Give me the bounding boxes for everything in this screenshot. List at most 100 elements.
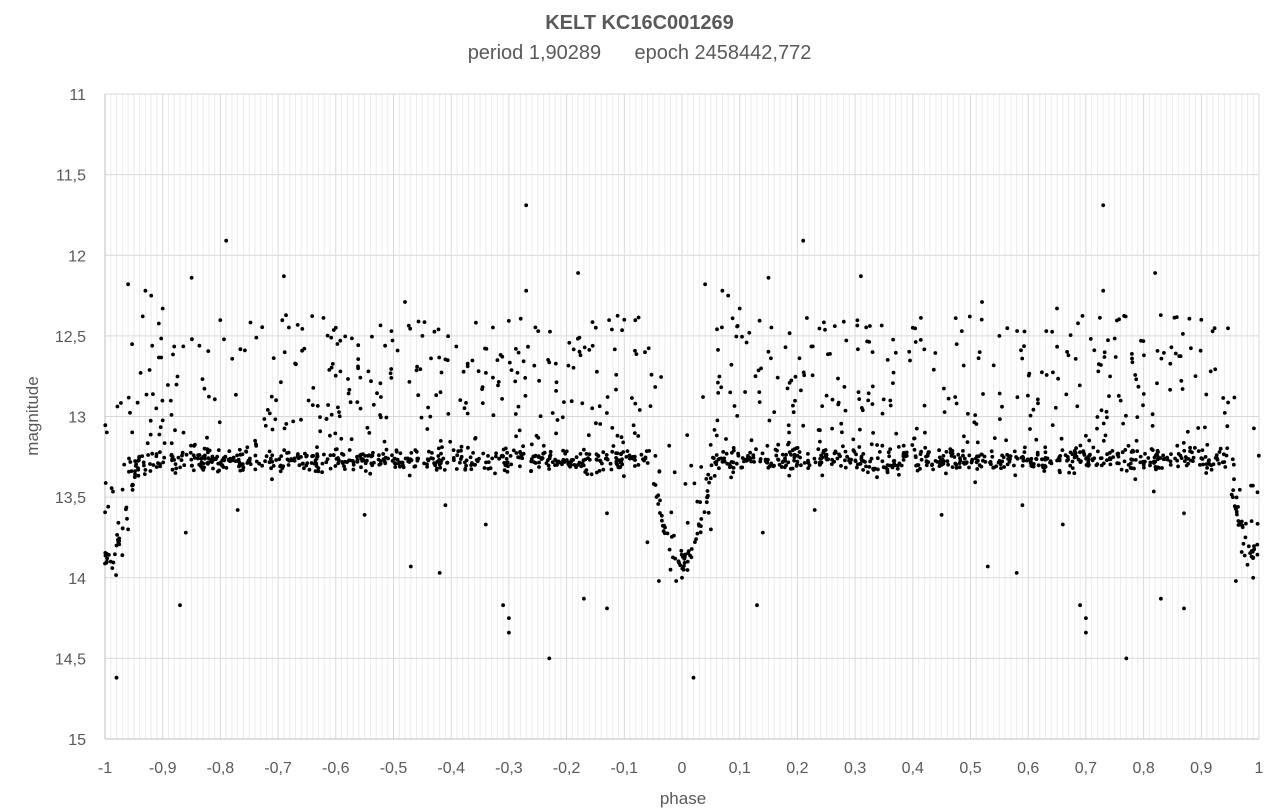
- data-point: [437, 571, 442, 575]
- data-point: [1223, 465, 1228, 469]
- data-point: [263, 459, 267, 464]
- data-point: [660, 523, 665, 528]
- data-point: [805, 316, 809, 320]
- data-point: [941, 461, 946, 466]
- data-point: [775, 448, 779, 453]
- data-point: [628, 456, 632, 461]
- data-point: [866, 398, 871, 403]
- data-point: [1180, 387, 1185, 391]
- data-point: [1084, 630, 1088, 635]
- data-point: [1066, 353, 1071, 358]
- data-point: [561, 457, 566, 462]
- data-point: [253, 453, 258, 458]
- data-point: [1034, 437, 1039, 442]
- data-point: [744, 340, 749, 345]
- data-point: [355, 400, 360, 404]
- data-point: [648, 404, 653, 408]
- data-point: [1141, 392, 1146, 396]
- data-point: [547, 656, 552, 661]
- data-point: [378, 461, 383, 466]
- data-point: [224, 466, 229, 470]
- data-point: [1040, 457, 1045, 462]
- data-point: [885, 469, 890, 473]
- data-point: [451, 448, 456, 452]
- data-point: [840, 430, 844, 435]
- data-point: [832, 451, 837, 456]
- data-point: [1111, 455, 1116, 459]
- data-point: [127, 456, 131, 461]
- data-point: [1158, 313, 1163, 317]
- data-point: [622, 317, 627, 322]
- data-point: [731, 448, 736, 453]
- data-point: [967, 465, 971, 470]
- data-point: [159, 336, 164, 341]
- data-point: [767, 418, 772, 423]
- data-point: [504, 456, 509, 461]
- data-point: [518, 464, 522, 469]
- data-point: [1026, 393, 1030, 398]
- data-point: [703, 282, 707, 287]
- data-point: [378, 381, 383, 386]
- data-point: [1136, 384, 1141, 389]
- data-point: [1234, 495, 1239, 500]
- data-point: [1165, 455, 1169, 460]
- data-point: [1072, 471, 1077, 476]
- data-point: [974, 422, 979, 426]
- data-point: [119, 401, 123, 405]
- data-point: [605, 606, 609, 611]
- data-point: [207, 394, 211, 399]
- data-point: [169, 413, 174, 417]
- data-point: [365, 458, 369, 463]
- y-tick-label: 15: [68, 732, 86, 749]
- data-point: [178, 465, 183, 470]
- data-point: [501, 447, 506, 452]
- data-point: [586, 433, 591, 438]
- data-point: [842, 385, 847, 389]
- data-point: [597, 404, 602, 409]
- data-point: [749, 459, 753, 464]
- data-point: [682, 564, 686, 568]
- data-point: [458, 460, 462, 465]
- data-point: [473, 436, 478, 440]
- data-point: [264, 454, 269, 459]
- data-point: [282, 350, 287, 355]
- data-point: [1226, 400, 1230, 405]
- x-tick-label: -0,4: [437, 760, 465, 777]
- data-point: [413, 464, 418, 469]
- data-point: [1131, 449, 1136, 454]
- data-point: [274, 398, 278, 403]
- data-point: [954, 342, 959, 346]
- data-point: [793, 374, 798, 379]
- data-point: [1058, 470, 1062, 475]
- data-point: [1070, 452, 1075, 457]
- data-point: [1234, 509, 1239, 514]
- data-point: [823, 454, 828, 458]
- data-point: [794, 446, 799, 450]
- data-point: [356, 364, 360, 369]
- data-point: [569, 463, 573, 467]
- data-point: [806, 452, 810, 456]
- data-point: [1124, 413, 1128, 418]
- y-axis-label: magnitude: [23, 376, 42, 455]
- data-point: [1059, 436, 1064, 441]
- data-point: [171, 352, 175, 357]
- data-point: [957, 461, 962, 465]
- data-point: [533, 325, 538, 330]
- data-point: [1141, 403, 1145, 408]
- data-point: [103, 510, 107, 515]
- data-point: [1027, 458, 1032, 462]
- data-point: [1248, 551, 1252, 555]
- data-point: [190, 463, 194, 468]
- data-point: [689, 547, 694, 551]
- data-point: [1252, 544, 1256, 549]
- data-point: [1105, 415, 1109, 420]
- data-point: [278, 469, 283, 474]
- data-point: [587, 457, 592, 462]
- data-point: [1085, 463, 1090, 467]
- data-point: [1124, 468, 1129, 473]
- data-point: [390, 338, 395, 343]
- data-point: [553, 463, 557, 467]
- data-point: [469, 463, 473, 467]
- data-point: [464, 463, 468, 468]
- data-point: [594, 470, 599, 475]
